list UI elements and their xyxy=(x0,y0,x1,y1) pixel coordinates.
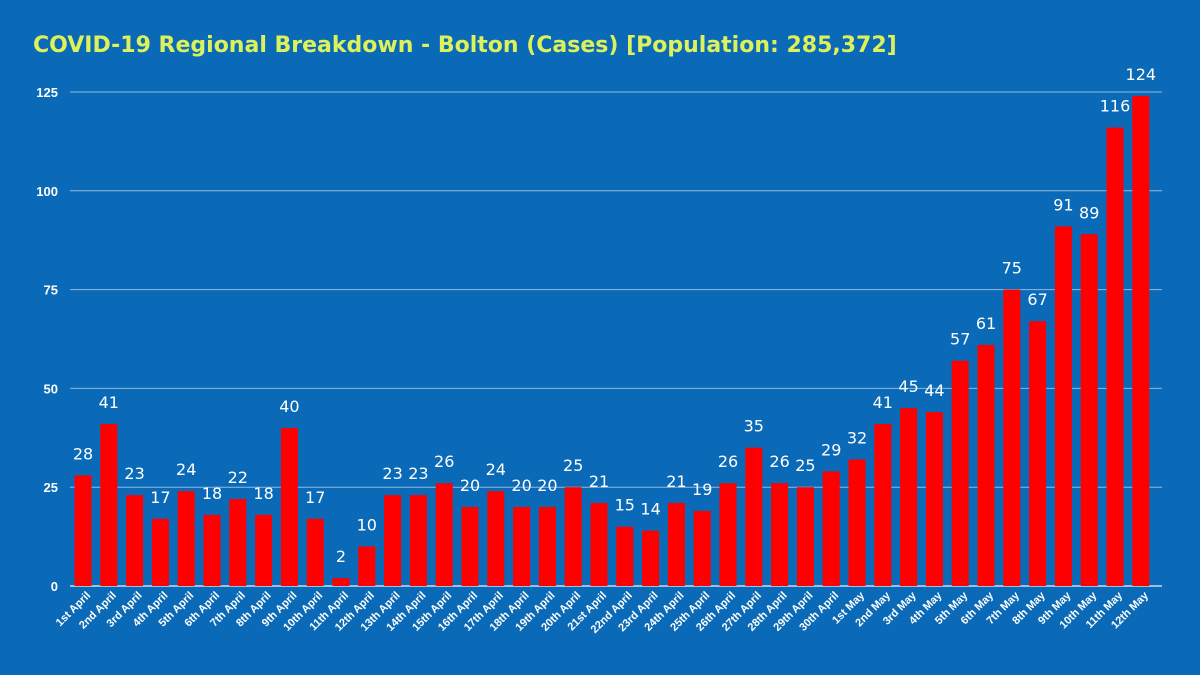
data-label: 15 xyxy=(615,496,635,515)
bar xyxy=(177,491,195,586)
data-label: 26 xyxy=(434,452,454,471)
data-label: 20 xyxy=(511,476,531,495)
data-label: 61 xyxy=(976,314,996,333)
bar xyxy=(1080,234,1098,586)
bars xyxy=(74,95,1150,587)
bar xyxy=(590,503,608,586)
bar xyxy=(358,546,376,586)
data-label: 44 xyxy=(924,381,944,400)
data-label: 57 xyxy=(950,330,970,349)
data-label: 23 xyxy=(124,464,144,483)
data-label: 23 xyxy=(382,464,402,483)
bar xyxy=(255,514,273,586)
data-label: 21 xyxy=(666,472,686,491)
bar xyxy=(203,514,221,586)
data-label: 26 xyxy=(718,452,738,471)
bar xyxy=(900,408,918,586)
data-label: 32 xyxy=(847,429,867,448)
data-label: 20 xyxy=(460,476,480,495)
bar xyxy=(409,495,427,586)
data-label: 24 xyxy=(176,460,196,479)
data-label: 35 xyxy=(744,417,764,436)
data-label: 124 xyxy=(1126,65,1157,84)
bar xyxy=(667,503,685,586)
bar xyxy=(745,447,763,586)
bar xyxy=(151,518,169,586)
data-label: 19 xyxy=(692,480,712,499)
data-label: 40 xyxy=(279,397,299,416)
bar xyxy=(564,487,582,586)
bar xyxy=(461,506,479,586)
y-tick-label: 25 xyxy=(44,480,58,495)
bar xyxy=(796,487,814,586)
data-label: 89 xyxy=(1079,203,1099,222)
data-label: 91 xyxy=(1053,195,1073,214)
bar xyxy=(822,471,840,586)
bar xyxy=(771,483,789,586)
data-label: 75 xyxy=(1002,259,1022,278)
bar xyxy=(1029,321,1047,586)
bar xyxy=(719,483,737,586)
data-label: 116 xyxy=(1100,97,1131,116)
bar xyxy=(306,518,324,586)
bar xyxy=(848,459,866,586)
data-label: 10 xyxy=(357,515,377,534)
data-label: 2 xyxy=(336,547,346,566)
data-label: 21 xyxy=(589,472,609,491)
data-label: 17 xyxy=(150,488,170,507)
data-label: 41 xyxy=(99,393,119,412)
y-tick-label: 125 xyxy=(36,85,58,100)
chart-title: COVID-19 Regional Breakdown - Bolton (Ca… xyxy=(33,33,897,58)
bar xyxy=(280,427,298,586)
data-label: 20 xyxy=(537,476,557,495)
data-label: 25 xyxy=(563,456,583,475)
bar xyxy=(384,495,402,586)
data-label: 23 xyxy=(408,464,428,483)
bar xyxy=(693,510,711,586)
y-tick-label: 0 xyxy=(51,579,58,594)
bar xyxy=(229,499,247,586)
data-label: 18 xyxy=(202,484,222,503)
data-label: 41 xyxy=(873,393,893,412)
bar xyxy=(925,412,943,586)
data-label: 45 xyxy=(898,377,918,396)
data-label: 18 xyxy=(253,484,273,503)
y-tick-label: 100 xyxy=(36,184,58,199)
data-label: 26 xyxy=(769,452,789,471)
y-tick-label: 75 xyxy=(44,283,58,298)
data-label: 14 xyxy=(640,500,660,519)
bar xyxy=(487,491,505,586)
data-label: 17 xyxy=(305,488,325,507)
data-label: 28 xyxy=(73,444,93,463)
bar xyxy=(642,530,660,586)
data-label: 25 xyxy=(795,456,815,475)
bar xyxy=(977,344,995,586)
bar xyxy=(74,475,92,586)
bar xyxy=(1003,289,1021,586)
bar xyxy=(332,578,350,586)
bar xyxy=(513,506,531,586)
y-tick-label: 50 xyxy=(44,381,58,396)
bar xyxy=(951,360,969,586)
data-labels: 28 41 23 17 24 18 22 18 40 17 2 10 23 23 26 20 24 20 20 25 2… xyxy=(73,65,1156,566)
bar xyxy=(1106,127,1124,587)
data-label: 67 xyxy=(1027,290,1047,309)
bar xyxy=(1054,226,1072,587)
bar xyxy=(874,423,892,586)
y-axis-ticks: 0 25 50 75 100 125 xyxy=(36,85,58,594)
bar xyxy=(435,483,453,586)
bar xyxy=(100,423,118,586)
data-label: 29 xyxy=(821,440,841,459)
bar xyxy=(538,506,556,586)
data-label: 22 xyxy=(228,468,248,487)
bar xyxy=(616,526,634,586)
bar xyxy=(126,495,144,586)
bar xyxy=(1132,95,1150,587)
data-label: 24 xyxy=(486,460,506,479)
